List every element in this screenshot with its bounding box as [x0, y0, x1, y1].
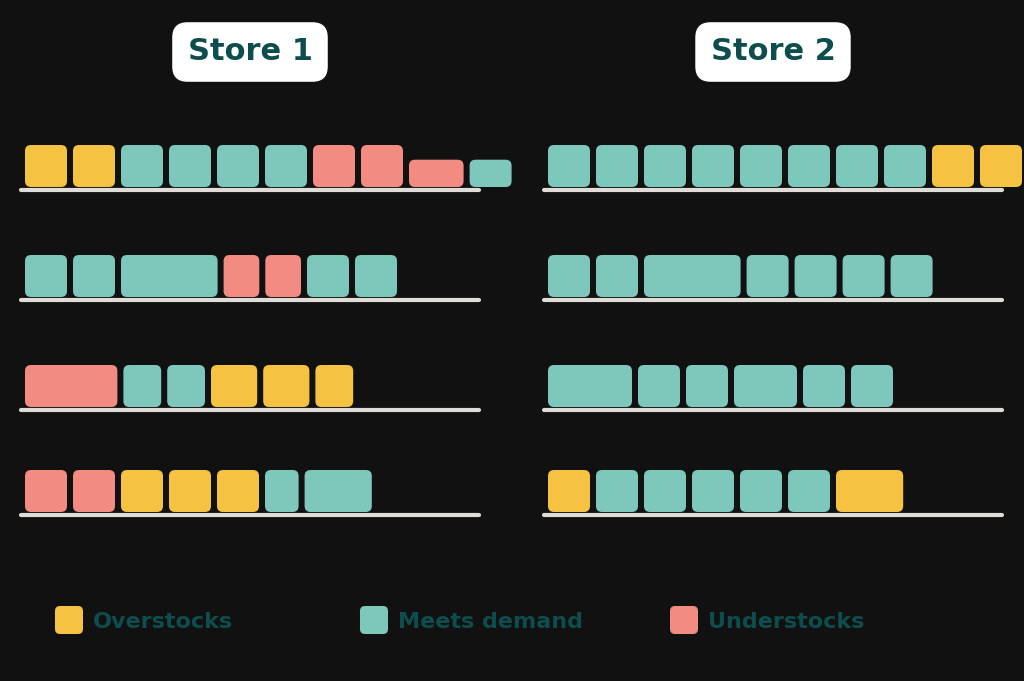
FancyBboxPatch shape: [843, 255, 885, 297]
FancyBboxPatch shape: [25, 470, 67, 512]
FancyBboxPatch shape: [409, 160, 464, 187]
FancyBboxPatch shape: [851, 365, 893, 407]
FancyBboxPatch shape: [596, 255, 638, 297]
FancyBboxPatch shape: [788, 145, 830, 187]
FancyBboxPatch shape: [263, 365, 309, 407]
FancyBboxPatch shape: [596, 145, 638, 187]
FancyBboxPatch shape: [73, 470, 115, 512]
FancyBboxPatch shape: [73, 145, 115, 187]
FancyBboxPatch shape: [638, 365, 680, 407]
Text: Overstocks: Overstocks: [93, 612, 233, 632]
FancyBboxPatch shape: [740, 145, 782, 187]
FancyBboxPatch shape: [265, 470, 299, 512]
FancyBboxPatch shape: [470, 160, 512, 187]
FancyBboxPatch shape: [932, 145, 974, 187]
FancyBboxPatch shape: [891, 255, 933, 297]
FancyBboxPatch shape: [548, 470, 590, 512]
FancyBboxPatch shape: [121, 255, 217, 297]
FancyBboxPatch shape: [167, 365, 205, 407]
FancyBboxPatch shape: [548, 145, 590, 187]
Text: Meets demand: Meets demand: [398, 612, 583, 632]
FancyBboxPatch shape: [169, 470, 211, 512]
FancyBboxPatch shape: [644, 145, 686, 187]
Text: Store 2: Store 2: [711, 37, 836, 67]
FancyBboxPatch shape: [217, 470, 259, 512]
FancyBboxPatch shape: [25, 145, 67, 187]
FancyBboxPatch shape: [836, 145, 878, 187]
FancyBboxPatch shape: [307, 255, 349, 297]
FancyBboxPatch shape: [670, 606, 698, 634]
FancyBboxPatch shape: [265, 255, 301, 297]
FancyBboxPatch shape: [746, 255, 788, 297]
FancyBboxPatch shape: [55, 606, 83, 634]
FancyBboxPatch shape: [304, 470, 372, 512]
FancyBboxPatch shape: [740, 470, 782, 512]
FancyBboxPatch shape: [73, 255, 115, 297]
FancyBboxPatch shape: [795, 255, 837, 297]
FancyBboxPatch shape: [313, 145, 355, 187]
FancyBboxPatch shape: [686, 365, 728, 407]
FancyBboxPatch shape: [596, 470, 638, 512]
FancyBboxPatch shape: [223, 255, 259, 297]
FancyBboxPatch shape: [548, 365, 632, 407]
FancyBboxPatch shape: [211, 365, 257, 407]
FancyBboxPatch shape: [265, 145, 307, 187]
FancyBboxPatch shape: [734, 365, 797, 407]
Text: Understocks: Understocks: [708, 612, 864, 632]
FancyBboxPatch shape: [360, 606, 388, 634]
FancyBboxPatch shape: [124, 365, 161, 407]
FancyBboxPatch shape: [548, 255, 590, 297]
FancyBboxPatch shape: [25, 255, 67, 297]
FancyBboxPatch shape: [692, 470, 734, 512]
FancyBboxPatch shape: [980, 145, 1022, 187]
FancyBboxPatch shape: [644, 470, 686, 512]
FancyBboxPatch shape: [884, 145, 926, 187]
FancyBboxPatch shape: [121, 470, 163, 512]
FancyBboxPatch shape: [355, 255, 397, 297]
FancyBboxPatch shape: [361, 145, 403, 187]
FancyBboxPatch shape: [692, 145, 734, 187]
FancyBboxPatch shape: [169, 145, 211, 187]
FancyBboxPatch shape: [836, 470, 903, 512]
FancyBboxPatch shape: [644, 255, 740, 297]
FancyBboxPatch shape: [788, 470, 830, 512]
FancyBboxPatch shape: [315, 365, 353, 407]
FancyBboxPatch shape: [803, 365, 845, 407]
Text: Store 1: Store 1: [187, 37, 312, 67]
FancyBboxPatch shape: [25, 365, 118, 407]
FancyBboxPatch shape: [217, 145, 259, 187]
FancyBboxPatch shape: [121, 145, 163, 187]
